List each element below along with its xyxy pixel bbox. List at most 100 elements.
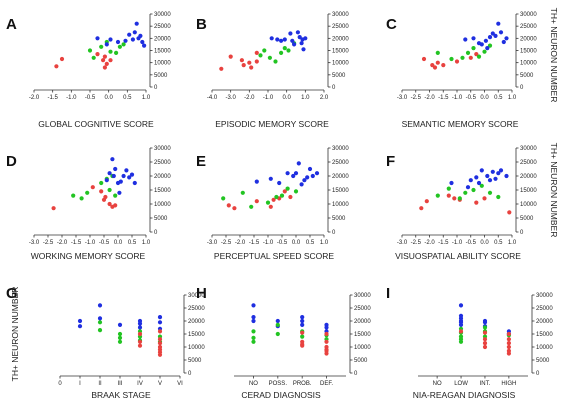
x-axis-label: PERCEPTUAL SPEED SCORE [214,251,334,261]
data-point-red [157,341,163,346]
data-point-blue [504,36,509,41]
data-point-blue [107,171,112,176]
data-point-blue [310,173,315,179]
y-tick-label: 0 [332,230,336,236]
x-tick-label: 0.0 [480,240,489,246]
data-point-green [87,48,93,53]
data-point-red [474,52,479,57]
data-point-green [251,329,256,334]
panel-letter: A [6,16,17,33]
y-tick-label: 20000 [536,319,553,325]
data-point-blue [482,320,488,325]
data-point-blue [97,303,103,308]
data-point-blue [127,32,132,37]
data-point-green [293,189,299,194]
data-point-green [273,59,278,64]
y-tick-label: 0 [332,85,336,91]
y-tick-label: 25000 [332,24,349,30]
data-point-blue [127,175,132,180]
data-point-blue [279,38,284,43]
data-point-green [449,56,454,62]
data-point-green [275,331,280,337]
y-tick-label: 5000 [332,73,346,79]
data-point-blue [490,169,495,174]
data-point-green [463,190,468,195]
data-point-blue [303,36,308,41]
data-point-red [113,203,118,208]
data-point-red [241,63,246,68]
data-point-blue [324,325,329,330]
y-tick-label: 10000 [188,345,205,351]
data-point-blue [95,36,100,41]
x-tick-label: V [158,381,162,387]
y-tick-label: 20000 [332,36,349,42]
x-axis-label: BRAAK STAGE [91,390,151,400]
panel-letter: B [196,16,207,33]
x-tick-label: -1.0 [263,240,274,246]
data-point-red [157,337,163,342]
x-tick-label: POSS. [269,381,288,387]
data-point-blue [295,30,300,35]
data-point-blue [479,168,484,173]
x-tick-label: -2.5 [411,240,422,246]
y-tick-label: 10000 [536,345,553,351]
y-tick-label: 20000 [188,319,205,325]
x-tick-label: -0.5 [466,95,477,101]
data-point-blue [104,42,109,47]
data-point-green [496,194,501,200]
x-tick-label: -2.5 [43,240,54,246]
data-point-blue [496,21,501,26]
data-point-blue [487,35,493,40]
data-point-red [232,206,237,211]
panel-b: B 0 5000 10000 15000 20000 25000 30000 -4.0 -3.0 -… [196,12,349,129]
panel-letter: H [196,285,207,302]
data-point-blue [290,38,295,43]
data-point-red [482,337,488,342]
data-point-green [221,196,226,201]
data-point-blue [449,180,454,186]
data-point-green [91,55,96,60]
data-point-red [157,329,163,334]
data-point-red [506,337,511,342]
data-point-blue [483,38,488,43]
x-tick-label: 1.0 [142,95,151,101]
data-point-red [468,55,473,60]
data-point-red [441,63,446,68]
x-tick-label: 0.5 [494,240,503,246]
data-point-blue [121,173,126,179]
data-point-red [239,58,244,63]
x-tick-label: -4.0 [207,95,218,101]
data-point-red [506,351,511,356]
data-point-red [271,197,276,202]
data-point-red [254,50,259,56]
data-point-blue [300,315,305,320]
y-tick-label: 5000 [154,216,168,222]
x-axis-label: GLOBAL COGNITIVE SCORE [38,119,154,129]
x-tick-label: HIGH [501,381,516,387]
data-point-red [324,351,329,356]
y-tick-label: 10000 [520,202,537,208]
data-point-blue [307,166,313,172]
y-tick-label: 25000 [354,306,371,312]
x-tick-label: -3.0 [207,240,218,246]
data-point-blue [115,39,121,45]
data-point-blue [498,168,504,173]
data-point-red [247,60,252,65]
data-point-green [471,46,476,51]
data-point-green [262,48,267,53]
data-point-red [506,344,511,350]
data-point-green [113,193,118,198]
y-tick-label: 15000 [154,49,171,55]
data-point-blue [134,21,139,26]
x-tick-label: -1.0 [452,240,463,246]
data-point-blue [293,171,299,176]
x-tick-label: -3.0 [225,95,236,101]
x-tick-label: -1.5 [249,240,260,246]
data-point-blue [501,39,506,45]
data-point-blue [277,180,282,186]
y-tick-label: 0 [520,230,524,236]
data-point-blue [132,180,137,186]
data-point-green [99,180,104,186]
y-tick-label: 15000 [332,49,349,55]
